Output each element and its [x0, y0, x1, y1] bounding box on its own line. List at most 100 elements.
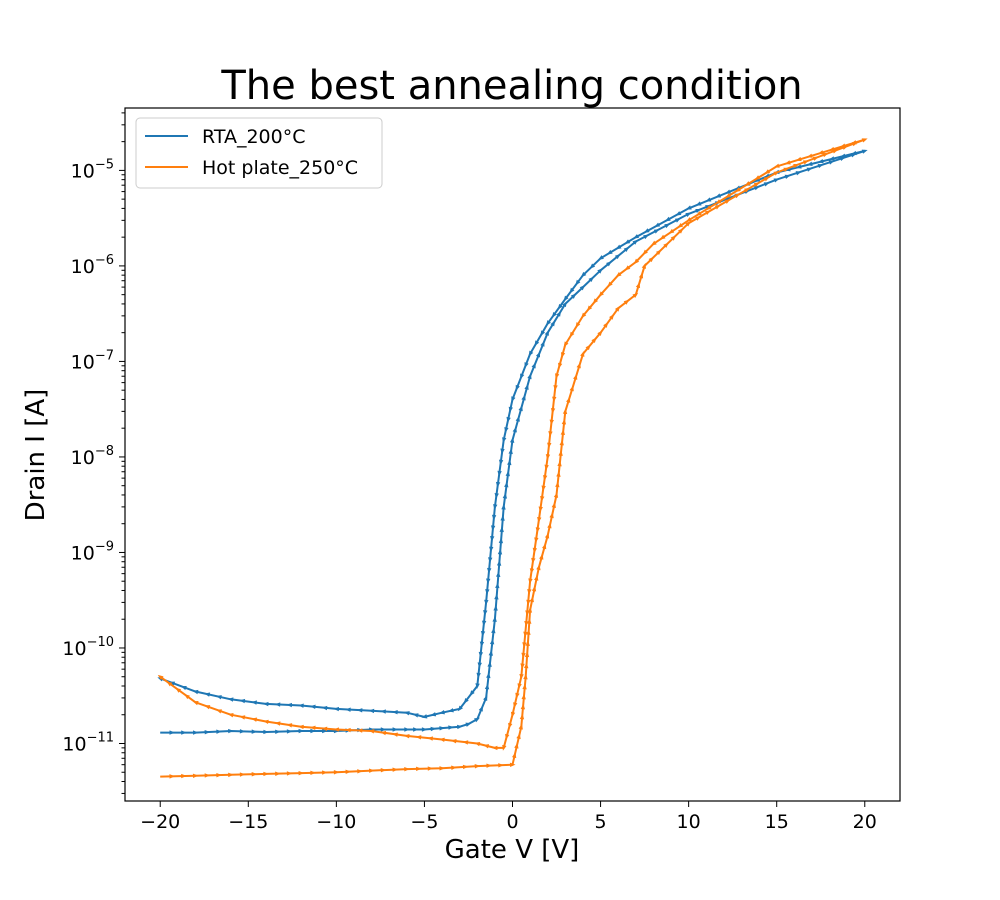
data-point	[524, 384, 529, 390]
x-axis-label: Gate V [V]	[445, 835, 580, 865]
data-point	[368, 729, 375, 734]
data-point	[544, 329, 549, 336]
data-point	[251, 772, 258, 777]
data-point	[734, 193, 741, 199]
data-point	[561, 418, 567, 425]
data-point	[490, 536, 495, 542]
plot-background	[125, 108, 900, 801]
data-point	[527, 373, 532, 380]
data-point	[784, 174, 791, 179]
data-point	[490, 525, 496, 532]
data-point	[356, 728, 363, 733]
data-point	[609, 313, 615, 320]
data-point	[715, 199, 722, 204]
data-point	[518, 723, 523, 730]
data-point	[415, 735, 422, 740]
data-point	[392, 732, 398, 737]
data-point	[412, 713, 419, 718]
data-point	[523, 673, 528, 680]
data-point	[534, 537, 539, 544]
data-point	[806, 167, 813, 172]
data-point	[286, 723, 293, 728]
data-point	[531, 585, 537, 592]
data-point	[524, 621, 529, 627]
data-point	[524, 651, 530, 658]
data-point	[812, 156, 819, 161]
data-point	[540, 340, 545, 347]
data-point	[555, 373, 560, 380]
data-point	[735, 187, 741, 192]
data-point	[585, 344, 591, 351]
data-point	[557, 460, 562, 467]
data-point	[563, 295, 569, 302]
data-point	[298, 728, 305, 734]
data-point	[551, 502, 556, 509]
data-point	[633, 258, 640, 265]
data-point	[806, 153, 813, 158]
data-point	[569, 331, 575, 338]
data-point	[642, 249, 648, 256]
data-point	[451, 765, 457, 770]
data-point	[521, 652, 526, 659]
data-point	[166, 681, 173, 687]
data-point	[275, 729, 281, 734]
data-point	[228, 772, 234, 778]
data-point	[517, 683, 522, 690]
data-point	[553, 385, 558, 391]
data-point	[850, 140, 857, 145]
data-point	[704, 210, 711, 216]
data-point	[557, 303, 563, 310]
y-axis-label: Drain I [A]	[21, 389, 51, 522]
data-point	[638, 272, 644, 279]
data-point	[547, 442, 552, 449]
data-point	[480, 630, 486, 637]
data-point	[447, 708, 454, 713]
x-tick-label: −20	[140, 811, 180, 833]
data-point	[570, 293, 577, 299]
data-point	[502, 492, 508, 499]
data-point	[457, 724, 463, 730]
data-point	[598, 255, 604, 260]
data-point	[524, 662, 529, 669]
data-point	[677, 228, 684, 234]
data-point	[513, 702, 518, 709]
data-point	[773, 171, 780, 176]
data-point	[204, 730, 211, 735]
data-point	[598, 291, 604, 297]
data-point	[537, 517, 542, 523]
data-point	[550, 408, 556, 414]
data-point	[822, 153, 829, 158]
data-point	[558, 362, 563, 369]
data-point	[589, 263, 596, 269]
data-point	[345, 707, 351, 712]
data-point	[514, 742, 519, 749]
x-tick-label: −10	[316, 811, 356, 833]
data-point	[714, 204, 721, 210]
data-point	[439, 726, 445, 731]
data-point	[520, 663, 525, 670]
data-point	[286, 771, 293, 776]
data-point	[504, 427, 509, 433]
data-point	[643, 228, 650, 233]
data-point	[615, 271, 622, 278]
data-point	[566, 397, 571, 403]
data-point	[508, 406, 513, 413]
data-point	[392, 710, 398, 715]
data-point	[806, 161, 813, 166]
data-point	[492, 616, 497, 622]
data-point	[483, 610, 488, 616]
data-point	[298, 724, 304, 730]
chart-title: The best annealing condition	[220, 63, 802, 109]
data-point	[516, 733, 521, 740]
data-point	[556, 310, 562, 317]
data-point	[549, 419, 554, 426]
data-point	[551, 311, 557, 318]
data-point	[465, 722, 472, 727]
data-point	[784, 160, 791, 165]
data-point	[552, 396, 557, 403]
data-point	[491, 745, 498, 751]
data-point	[525, 640, 530, 646]
data-point	[392, 727, 399, 732]
data-point	[333, 770, 340, 775]
data-point	[569, 385, 574, 392]
